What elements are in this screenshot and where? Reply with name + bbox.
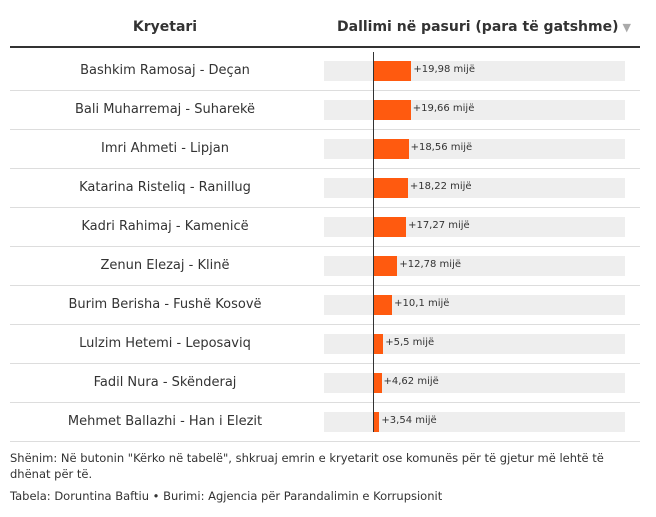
table-row: Imri Ahmeti - Lipjan +18,56 mijë xyxy=(10,130,640,169)
bar-value-label: +18,22 mijë xyxy=(409,181,472,192)
mayor-name: Imri Ahmeti - Lipjan xyxy=(101,141,229,156)
mayor-name: Katarina Risteliq - Ranillug xyxy=(79,180,251,195)
table-row: Zenun Elezaj - Klinë +12,78 mijë xyxy=(10,247,640,286)
bar xyxy=(372,178,408,198)
bar-track: +5,5 mijë xyxy=(324,334,625,354)
bar-value-label: +19,98 mijë xyxy=(413,64,475,75)
bar-value-label: +3,54 mijë xyxy=(381,415,437,426)
table-row: Bashkim Ramosaj - Deçan +19,98 mijë xyxy=(10,52,640,91)
bar xyxy=(372,256,398,276)
bar-value-label: +4,62 mijë xyxy=(383,376,439,387)
bar-track: +19,98 mijë xyxy=(324,61,625,81)
bar-track: +18,56 mijë xyxy=(324,139,625,159)
table-body: Bashkim Ramosaj - Deçan +19,98 mijë Bali M… xyxy=(10,52,640,442)
bar-track: +10,1 mijë xyxy=(324,295,625,315)
table-header: Kryetari Dallimi në pasuri (para të gats… xyxy=(10,8,640,48)
zero-axis-line xyxy=(373,52,374,432)
bar xyxy=(372,139,409,159)
bar-track: +12,78 mijë xyxy=(324,256,625,276)
mayor-name: Mehmet Ballazhi - Han i Elezit xyxy=(67,414,263,429)
table-row: Fadil Nura - Skënderaj +4,62 mijë xyxy=(10,364,640,403)
bar xyxy=(372,412,380,432)
bar xyxy=(372,217,407,237)
bar xyxy=(372,334,384,354)
sort-descending-icon[interactable]: ▼ xyxy=(622,21,631,34)
column-header-name[interactable]: Kryetari xyxy=(132,19,198,35)
mayor-name: Fadil Nura - Skënderaj xyxy=(93,375,237,390)
table-row: Mehmet Ballazhi - Han i Elezit +3,54 mijë xyxy=(10,403,640,442)
column-header-value[interactable]: Dallimi në pasuri (para të gatshme) ▼ xyxy=(328,19,640,35)
bar-track: +17,27 mijë xyxy=(324,217,625,237)
table-row: Bali Muharremaj - Suharekë +19,66 mijë xyxy=(10,91,640,130)
mayor-name: Bali Muharremaj - Suharekë xyxy=(74,102,256,117)
mayor-name: Kadri Rahimaj - Kamenicë xyxy=(81,219,249,234)
table-row: Katarina Risteliq - Ranillug +18,22 mijë xyxy=(10,169,640,208)
bar-track: +18,22 mijë xyxy=(324,178,625,198)
table-row: Burim Berisha - Fushë Kosovë +10,1 mijë xyxy=(10,286,640,325)
bar-value-label: +10,1 mijë xyxy=(394,298,450,309)
bar xyxy=(372,100,411,120)
source-credit: Tabela: Doruntina Baftiu • Burimi: Agjen… xyxy=(10,489,443,503)
mayor-name: Lulzim Hetemi - Leposaviq xyxy=(79,336,251,351)
bar-value-label: +5,5 mijë xyxy=(385,337,435,348)
bar-value-label: +18,56 mijë xyxy=(410,142,473,153)
bar-track: +4,62 mijë xyxy=(324,373,625,393)
bar-track: +19,66 mijë xyxy=(324,100,625,120)
bar-value-label: +19,66 mijë xyxy=(412,103,475,114)
bar-value-label: +12,78 mijë xyxy=(399,259,461,270)
bar xyxy=(372,61,412,81)
table-row: Lulzim Hetemi - Leposaviq +5,5 mijë xyxy=(10,325,640,364)
mayor-name: Zenun Elezaj - Klinë xyxy=(100,258,230,273)
mayor-name: Bashkim Ramosaj - Deçan xyxy=(80,63,250,78)
mayor-name: Burim Berisha - Fushë Kosovë xyxy=(68,297,262,312)
column-header-value-label: Dallimi në pasuri (para të gatshme) xyxy=(337,19,619,35)
footnote: Shënim: Në butonin "Kërko në tabelë", sh… xyxy=(10,451,604,481)
bar xyxy=(372,373,382,393)
bar-value-label: +17,27 mijë xyxy=(408,220,470,231)
bar xyxy=(372,295,393,315)
table-row: Kadri Rahimaj - Kamenicë +17,27 mijë xyxy=(10,208,640,247)
bar-track: +3,54 mijë xyxy=(324,412,625,432)
